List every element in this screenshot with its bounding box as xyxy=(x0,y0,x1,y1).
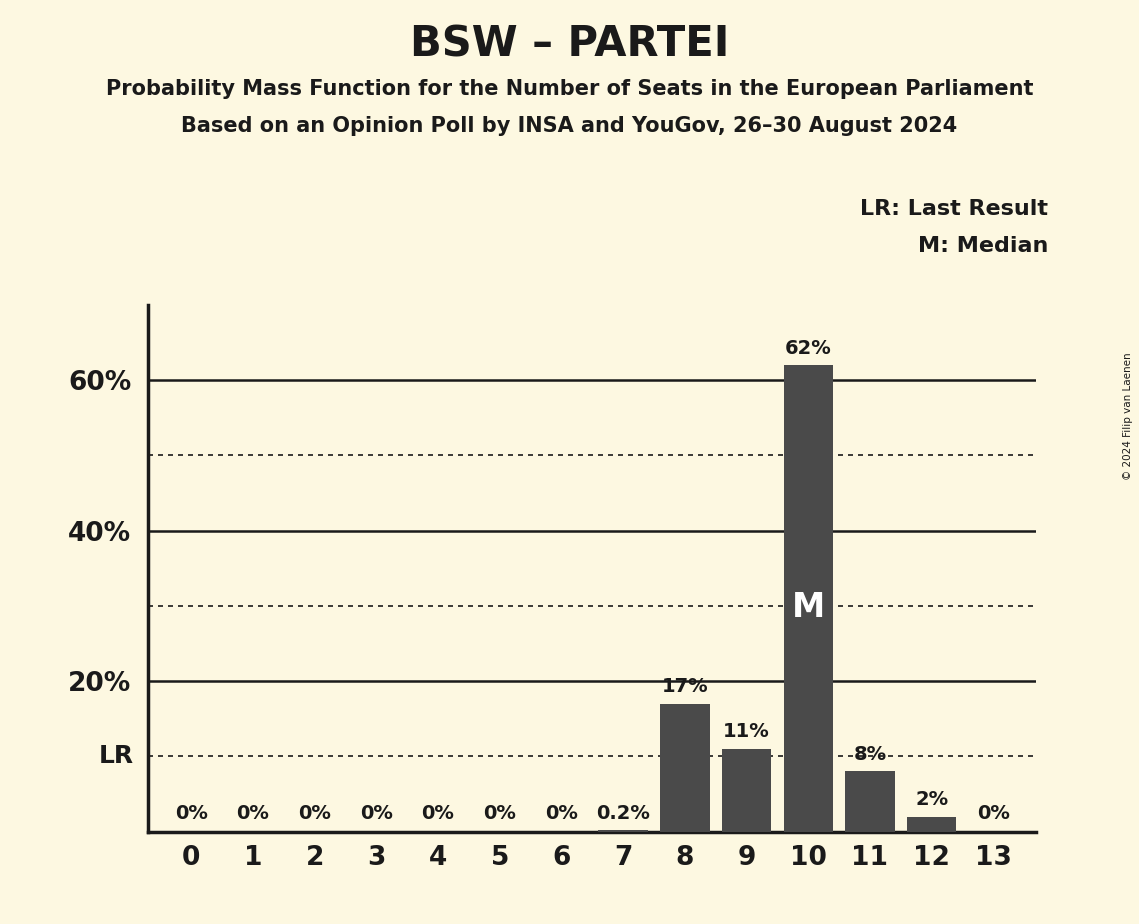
Text: 0%: 0% xyxy=(360,804,393,822)
Text: 0%: 0% xyxy=(421,804,454,822)
Bar xyxy=(845,772,894,832)
Text: 17%: 17% xyxy=(662,677,708,696)
Text: 0%: 0% xyxy=(544,804,577,822)
Text: 0%: 0% xyxy=(977,804,1010,822)
Text: 0%: 0% xyxy=(298,804,331,822)
Text: 11%: 11% xyxy=(723,723,770,741)
Text: 0%: 0% xyxy=(237,804,270,822)
Bar xyxy=(722,748,771,832)
Text: © 2024 Filip van Laenen: © 2024 Filip van Laenen xyxy=(1123,352,1133,480)
Text: 2%: 2% xyxy=(915,790,948,809)
Bar xyxy=(907,817,957,832)
Bar xyxy=(598,830,648,832)
Text: 0%: 0% xyxy=(174,804,207,822)
Bar xyxy=(784,365,833,832)
Text: 62%: 62% xyxy=(785,338,831,358)
Bar xyxy=(661,704,710,832)
Text: 0.2%: 0.2% xyxy=(596,804,650,822)
Text: 0%: 0% xyxy=(483,804,516,822)
Text: LR: Last Result: LR: Last Result xyxy=(860,199,1048,219)
Text: M: M xyxy=(792,591,825,625)
Text: 8%: 8% xyxy=(853,745,886,764)
Text: Based on an Opinion Poll by INSA and YouGov, 26–30 August 2024: Based on an Opinion Poll by INSA and You… xyxy=(181,116,958,136)
Text: Probability Mass Function for the Number of Seats in the European Parliament: Probability Mass Function for the Number… xyxy=(106,79,1033,99)
Text: M: Median: M: Median xyxy=(918,236,1048,256)
Text: LR: LR xyxy=(99,745,134,769)
Text: BSW – PARTEI: BSW – PARTEI xyxy=(410,23,729,65)
